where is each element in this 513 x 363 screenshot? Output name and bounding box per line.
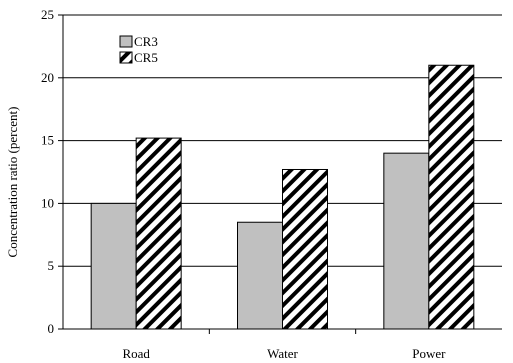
y-tick-label: 5	[48, 258, 55, 273]
bar-cr5-water	[282, 168, 328, 330]
x-tick-label: Water	[267, 346, 298, 361]
legend-swatch-cr5	[119, 51, 133, 64]
y-tick-label: 25	[41, 7, 54, 22]
bar-cr3-water	[237, 221, 283, 330]
y-tick-label: 10	[41, 195, 54, 210]
bar-cr3-road	[90, 202, 137, 330]
y-axis-title: Concentration ratio (percent)	[5, 107, 20, 258]
y-tick-label: 0	[48, 321, 55, 336]
tick-labels: 0 5 10 15 20 25 Road Water Power	[41, 7, 446, 361]
axes	[58, 14, 502, 334]
legend-label-cr5: CR5	[134, 50, 158, 65]
bars	[90, 64, 475, 330]
legend-swatch-cr3	[119, 35, 133, 48]
y-tick-label: 15	[41, 133, 54, 148]
x-tick-label: Road	[122, 346, 150, 361]
x-tick-label: Power	[412, 346, 446, 361]
bar-cr5-power	[428, 64, 475, 330]
bar-cr5-road	[135, 137, 182, 330]
legend-label-cr3: CR3	[134, 34, 158, 49]
bar-cr3-power	[383, 152, 430, 330]
y-tick-label: 20	[41, 70, 54, 85]
